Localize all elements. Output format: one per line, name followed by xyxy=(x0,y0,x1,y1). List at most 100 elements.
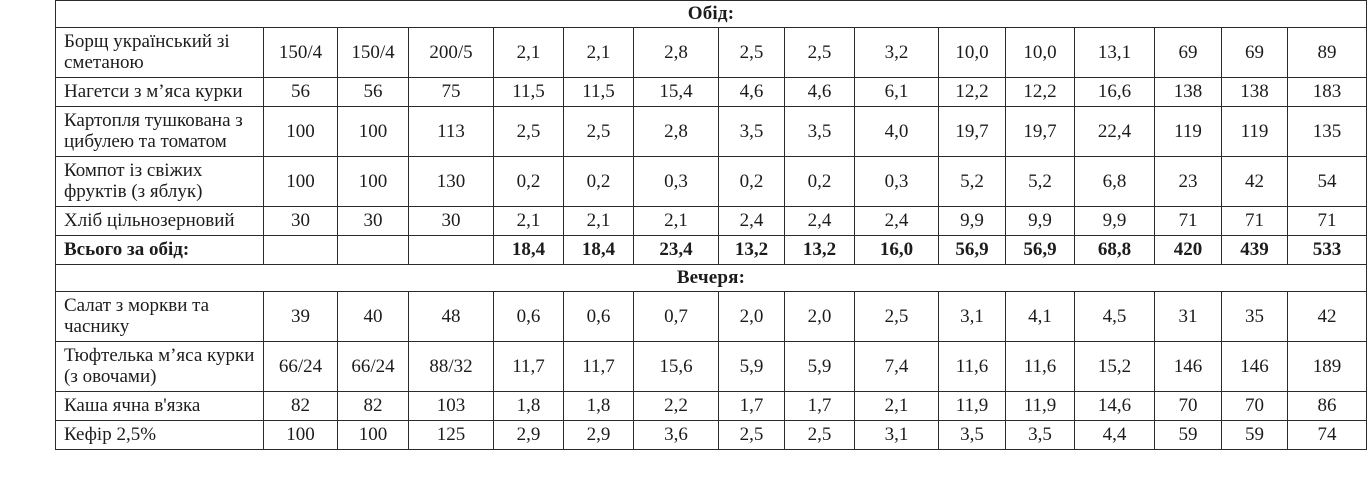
value-cell: 56,9 xyxy=(938,235,1006,265)
value-cell: 200/5 xyxy=(408,27,494,78)
value-cell: 23 xyxy=(1154,156,1222,207)
value-cell: 13,1 xyxy=(1074,27,1155,78)
value-cell: 119 xyxy=(1154,106,1222,157)
value-cell: 4,6 xyxy=(718,77,785,107)
value-cell: 150/4 xyxy=(263,27,338,78)
value-cell: 16,6 xyxy=(1074,77,1155,107)
value-cell: 2,5 xyxy=(784,27,855,78)
menu-table-container: Обід: Борщ український зі сметаною 150/4 15… xyxy=(55,0,1367,450)
value-cell: 2,9 xyxy=(563,420,634,450)
value-cell: 88/32 xyxy=(408,341,494,392)
value-cell: 66/24 xyxy=(337,341,409,392)
value-cell: 2,1 xyxy=(854,391,939,421)
value-cell: 15,2 xyxy=(1074,341,1155,392)
value-cell: 113 xyxy=(408,106,494,157)
value-cell: 68,8 xyxy=(1074,235,1155,265)
dish-name-cell: Кефір 2,5% xyxy=(55,420,264,450)
section-header: Обід: xyxy=(55,0,1367,28)
value-cell: 3,2 xyxy=(854,27,939,78)
value-cell: 189 xyxy=(1287,341,1367,392)
value-cell: 75 xyxy=(408,77,494,107)
value-cell: 2,0 xyxy=(784,291,855,342)
value-cell: 86 xyxy=(1287,391,1367,421)
value-cell: 54 xyxy=(1287,156,1367,207)
value-cell: 22,4 xyxy=(1074,106,1155,157)
table-row: Салат з моркви та часнику 39 40 48 0,6 0,6 0,7… xyxy=(55,291,1367,342)
value-cell: 2,8 xyxy=(633,106,719,157)
value-cell: 69 xyxy=(1154,27,1222,78)
value-cell: 35 xyxy=(1221,291,1288,342)
value-cell: 11,5 xyxy=(563,77,634,107)
value-cell: 5,2 xyxy=(1005,156,1075,207)
value-cell: 23,4 xyxy=(633,235,719,265)
value-cell: 4,1 xyxy=(1005,291,1075,342)
value-cell: 70 xyxy=(1221,391,1288,421)
value-cell: 0,7 xyxy=(633,291,719,342)
value-cell: 71 xyxy=(1287,206,1367,236)
value-cell: 69 xyxy=(1221,27,1288,78)
value-cell: 56 xyxy=(337,77,409,107)
value-cell xyxy=(408,235,494,265)
value-cell: 2,1 xyxy=(633,206,719,236)
value-cell: 11,9 xyxy=(1005,391,1075,421)
total-row: Всього за обід: 18,4 18,4 23,4 13,2 13,2 16,0 5… xyxy=(55,235,1367,265)
value-cell: 2,5 xyxy=(718,420,785,450)
value-cell: 59 xyxy=(1221,420,1288,450)
value-cell: 48 xyxy=(408,291,494,342)
dish-name-cell: Борщ український зі сметаною xyxy=(55,27,264,78)
value-cell: 9,9 xyxy=(1005,206,1075,236)
dish-name-cell: Всього за обід: xyxy=(55,235,264,265)
value-cell: 42 xyxy=(1287,291,1367,342)
value-cell: 119 xyxy=(1221,106,1288,157)
value-cell: 100 xyxy=(337,106,409,157)
value-cell: 10,0 xyxy=(938,27,1006,78)
value-cell: 59 xyxy=(1154,420,1222,450)
table-row: Картопля тушкована з цибулею та томатом 1… xyxy=(55,106,1367,157)
value-cell: 6,8 xyxy=(1074,156,1155,207)
dish-name-cell: Хліб цільнозерновий xyxy=(55,206,264,236)
value-cell: 11,7 xyxy=(563,341,634,392)
value-cell: 18,4 xyxy=(563,235,634,265)
value-cell: 1,8 xyxy=(493,391,564,421)
value-cell: 11,9 xyxy=(938,391,1006,421)
value-cell: 11,5 xyxy=(493,77,564,107)
value-cell: 13,2 xyxy=(718,235,785,265)
value-cell: 15,6 xyxy=(633,341,719,392)
table-row: Кефір 2,5% 100 100 125 2,9 2,9 3,6 2,5 2,5 3,1 3,5… xyxy=(55,420,1367,450)
value-cell: 2,5 xyxy=(718,27,785,78)
dish-name-cell: Салат з моркви та часнику xyxy=(55,291,264,342)
value-cell: 5,2 xyxy=(938,156,1006,207)
value-cell: 100 xyxy=(337,420,409,450)
value-cell: 11,7 xyxy=(493,341,564,392)
value-cell xyxy=(337,235,409,265)
dish-name-cell: Картопля тушкована з цибулею та томатом xyxy=(55,106,264,157)
value-cell: 4,6 xyxy=(784,77,855,107)
value-cell: 4,0 xyxy=(854,106,939,157)
value-cell: 138 xyxy=(1221,77,1288,107)
value-cell: 9,9 xyxy=(1074,206,1155,236)
value-cell: 18,4 xyxy=(493,235,564,265)
value-cell: 2,1 xyxy=(563,206,634,236)
value-cell: 3,1 xyxy=(854,420,939,450)
value-cell: 1,8 xyxy=(563,391,634,421)
value-cell: 3,5 xyxy=(784,106,855,157)
value-cell: 2,5 xyxy=(784,420,855,450)
dish-name-cell: Компот із свіжих фруктів (з яблук) xyxy=(55,156,264,207)
value-cell: 4,5 xyxy=(1074,291,1155,342)
value-cell: 0,2 xyxy=(563,156,634,207)
dish-name-cell: Тюфтелька м’яса курки (з овочами) xyxy=(55,341,264,392)
value-cell: 4,4 xyxy=(1074,420,1155,450)
value-cell: 100 xyxy=(263,106,338,157)
value-cell: 3,5 xyxy=(718,106,785,157)
value-cell: 2,5 xyxy=(563,106,634,157)
value-cell: 16,0 xyxy=(854,235,939,265)
value-cell: 0,2 xyxy=(718,156,785,207)
value-cell: 74 xyxy=(1287,420,1367,450)
value-cell: 11,6 xyxy=(938,341,1006,392)
value-cell: 0,6 xyxy=(563,291,634,342)
value-cell: 1,7 xyxy=(718,391,785,421)
value-cell: 82 xyxy=(263,391,338,421)
value-cell: 14,6 xyxy=(1074,391,1155,421)
value-cell: 71 xyxy=(1221,206,1288,236)
